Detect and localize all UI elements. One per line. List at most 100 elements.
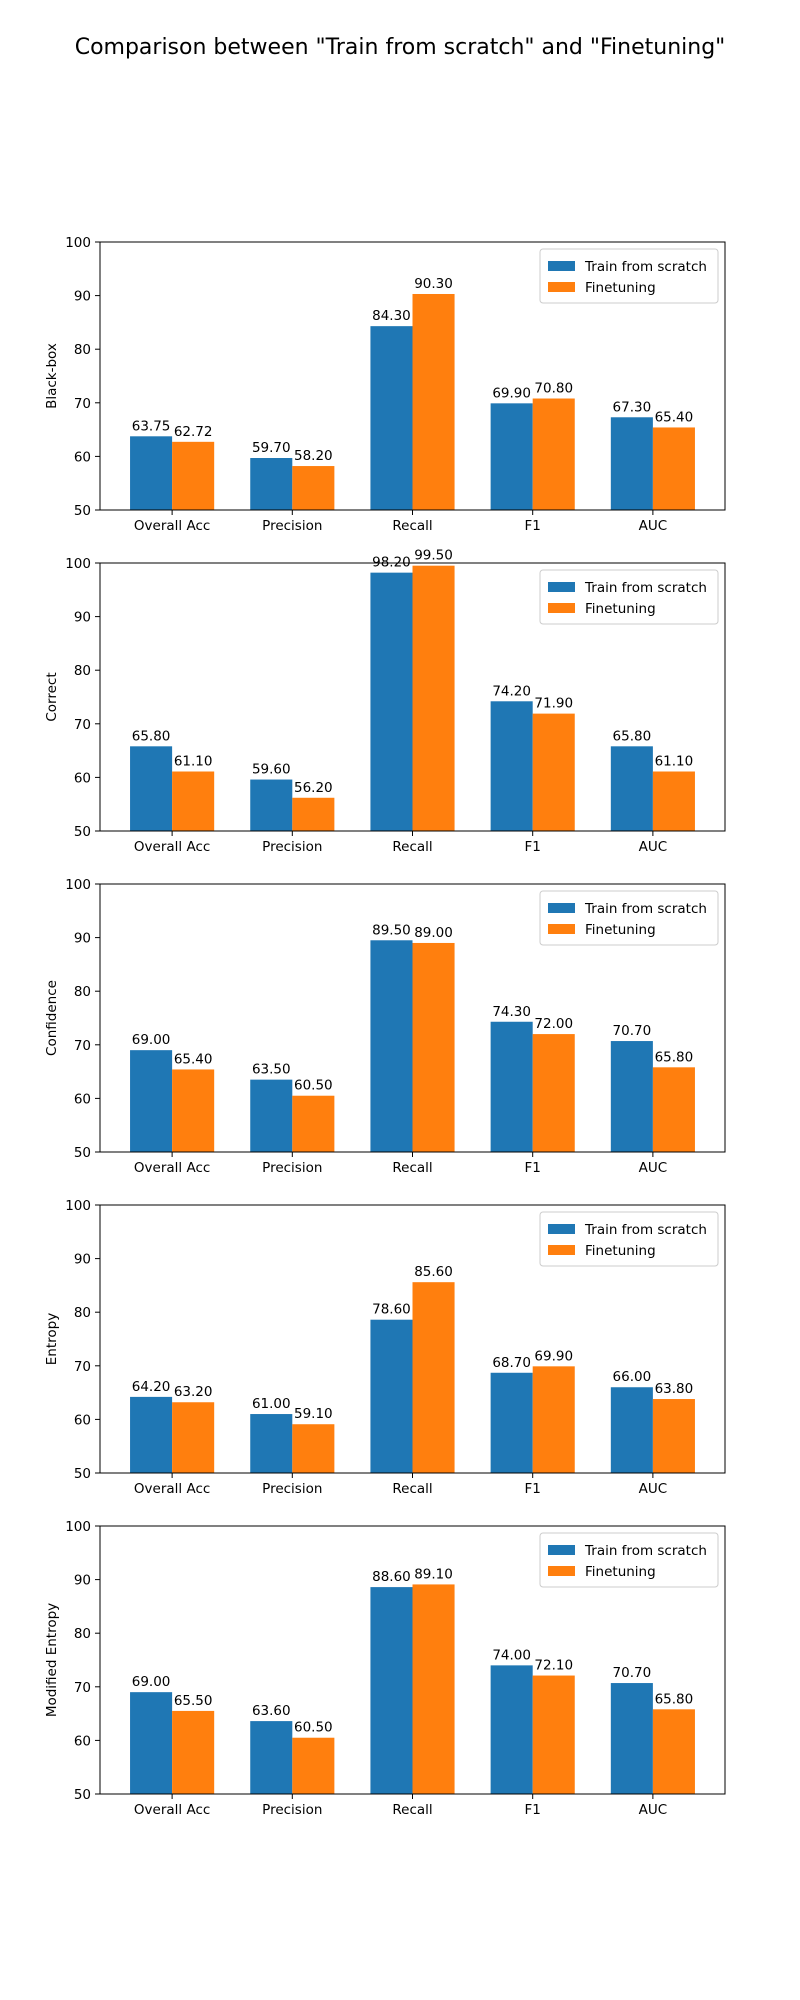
bar-finetuning-1 — [172, 441, 215, 510]
x-tick-label-4: F1 — [525, 518, 541, 534]
y-tick-label-1: 50 — [74, 1787, 91, 1803]
bar-finetuning-1 — [172, 1069, 215, 1152]
bar-train-from-scratch-5 — [610, 1683, 653, 1794]
x-tick-label-3: Recall — [392, 1160, 432, 1176]
bar-finetuning-2 — [292, 797, 335, 831]
legend-swatch-finetuning — [548, 1566, 575, 1576]
chart-1: 63.75 59.70 84.30 69.90 67.30 62.72 58.20 90.30… — [44, 235, 726, 534]
data-label-finetuning-5: 65.80 — [655, 1691, 694, 1707]
bar-train-from-scratch-1 — [130, 436, 173, 510]
x-tick-label-2: Precision — [262, 839, 322, 855]
legend-swatch-finetuning — [548, 1245, 575, 1255]
y-tick-label-6: 100 — [65, 1519, 91, 1535]
x-tick-label-3: Recall — [392, 1802, 432, 1818]
x-tick-label-1: Overall Acc — [134, 1481, 210, 1497]
data-label-train-from-scratch-4: 74.30 — [492, 1004, 531, 1020]
legend-box — [539, 1532, 719, 1588]
data-label-train-from-scratch-2: 63.50 — [252, 1062, 291, 1078]
y-tick-label-1: 50 — [74, 503, 91, 519]
y-tick-label-6: 100 — [65, 1198, 91, 1214]
data-label-finetuning-2: 60.50 — [294, 1078, 333, 1094]
bar-train-from-scratch-4 — [490, 1021, 533, 1152]
legend-label-train-from-scratch: Train from scratch — [584, 1222, 707, 1238]
y-tick-label-2: 60 — [74, 1412, 91, 1428]
data-label-train-from-scratch-5: 70.70 — [613, 1023, 652, 1039]
y-tick-label-4: 80 — [74, 1305, 91, 1321]
data-label-train-from-scratch-5: 67.30 — [613, 399, 652, 415]
legend-box — [539, 248, 719, 304]
bar-train-from-scratch-3 — [370, 940, 413, 1152]
data-label-train-from-scratch-4: 74.00 — [492, 1647, 531, 1663]
bar-finetuning-3 — [412, 293, 455, 510]
y-axis-label: Modified Entropy — [44, 1603, 60, 1717]
bar-train-from-scratch-3 — [370, 1587, 413, 1794]
bar-finetuning-1 — [172, 1710, 215, 1794]
data-label-finetuning-4: 72.10 — [534, 1658, 573, 1674]
x-tick-label-5: AUC — [639, 1160, 668, 1176]
x-tick-label-4: F1 — [525, 1481, 541, 1497]
data-label-finetuning-1: 65.50 — [174, 1693, 213, 1709]
data-label-finetuning-5: 65.80 — [655, 1049, 694, 1065]
x-tick-label-3: Recall — [392, 1481, 432, 1497]
bar-train-from-scratch-1 — [130, 1396, 173, 1473]
data-label-train-from-scratch-4: 74.20 — [492, 683, 531, 699]
bar-finetuning-2 — [292, 1737, 335, 1794]
data-label-train-from-scratch-2: 61.00 — [252, 1396, 291, 1412]
figure-title: Comparison between "Train from scratch" … — [74, 35, 726, 60]
bar-finetuning-4 — [532, 713, 575, 831]
chart-5: 69.00 63.60 88.60 74.00 70.70 65.50 60.50 89.10… — [44, 1519, 726, 1818]
y-axis-label: Correct — [44, 672, 60, 721]
x-tick-label-3: Recall — [392, 839, 432, 855]
data-label-finetuning-4: 71.90 — [534, 696, 573, 712]
y-tick-label-6: 100 — [65, 556, 91, 572]
y-tick-label-1: 50 — [74, 824, 91, 840]
bar-train-from-scratch-4 — [490, 701, 533, 831]
data-label-train-from-scratch-1: 69.00 — [132, 1674, 171, 1690]
x-tick-label-4: F1 — [525, 1802, 541, 1818]
bar-finetuning-5 — [652, 1709, 695, 1794]
data-label-finetuning-1: 62.72 — [174, 424, 213, 440]
bar-train-from-scratch-2 — [250, 779, 293, 831]
x-tick-label-4: F1 — [525, 1160, 541, 1176]
y-tick-label-4: 80 — [74, 663, 91, 679]
y-tick-label-3: 70 — [74, 1680, 91, 1696]
legend-swatch-finetuning — [548, 282, 575, 292]
x-tick-label-2: Precision — [262, 518, 322, 534]
x-tick-label-1: Overall Acc — [134, 839, 210, 855]
bar-train-from-scratch-3 — [370, 1319, 413, 1473]
legend-swatch-train-from-scratch — [548, 261, 575, 271]
y-tick-label-3: 70 — [74, 1038, 91, 1054]
data-label-train-from-scratch-1: 63.75 — [132, 418, 171, 434]
y-tick-label-5: 90 — [74, 1573, 91, 1589]
bar-train-from-scratch-5 — [610, 1387, 653, 1473]
bar-finetuning-1 — [172, 771, 215, 831]
data-label-train-from-scratch-5: 65.80 — [613, 728, 652, 744]
y-tick-label-2: 60 — [74, 449, 91, 465]
bar-train-from-scratch-1 — [130, 746, 173, 831]
data-label-finetuning-2: 60.50 — [294, 1720, 333, 1736]
bar-finetuning-4 — [532, 1366, 575, 1473]
legend-label-finetuning: Finetuning — [585, 601, 656, 617]
bar-train-from-scratch-4 — [490, 1665, 533, 1794]
data-label-finetuning-4: 69.90 — [534, 1348, 573, 1364]
bar-train-from-scratch-2 — [250, 1079, 293, 1152]
y-tick-label-6: 100 — [65, 235, 91, 251]
data-label-finetuning-1: 61.10 — [174, 754, 213, 770]
legend: Train from scratch Finetuning — [539, 890, 719, 946]
data-label-train-from-scratch-4: 68.70 — [492, 1355, 531, 1371]
data-label-train-from-scratch-5: 66.00 — [613, 1369, 652, 1385]
bar-finetuning-5 — [652, 1399, 695, 1473]
bar-train-from-scratch-4 — [490, 403, 533, 510]
bar-train-from-scratch-4 — [490, 1372, 533, 1473]
legend: Train from scratch Finetuning — [539, 569, 719, 625]
bar-train-from-scratch-3 — [370, 572, 413, 831]
x-tick-label-5: AUC — [639, 518, 668, 534]
data-label-train-from-scratch-3: 84.30 — [372, 308, 411, 324]
y-tick-label-1: 50 — [74, 1466, 91, 1482]
x-tick-label-4: F1 — [525, 839, 541, 855]
bar-finetuning-1 — [172, 1402, 215, 1473]
data-label-finetuning-3: 99.50 — [414, 548, 453, 564]
x-tick-label-3: Recall — [392, 518, 432, 534]
data-label-train-from-scratch-2: 63.60 — [252, 1703, 291, 1719]
